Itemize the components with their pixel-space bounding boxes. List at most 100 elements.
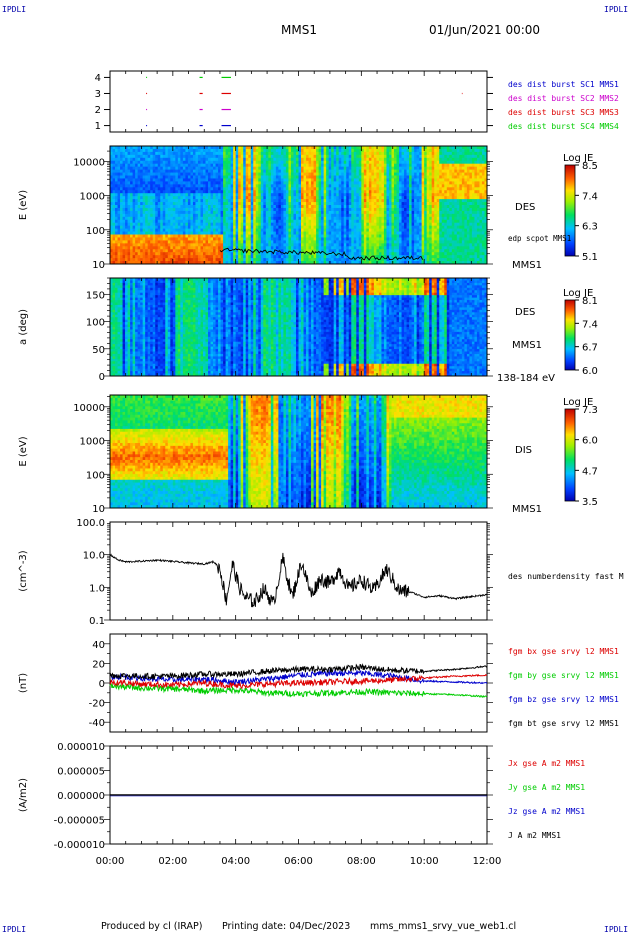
spectrogram-cell: [253, 228, 257, 232]
spectrogram-cell: [258, 163, 262, 168]
spectrogram-cell: [386, 225, 390, 229]
spectrogram-cell: [218, 219, 221, 224]
spectrogram-cell: [150, 234, 154, 238]
spectrogram-cell: [260, 184, 264, 188]
spectrogram-cell: [205, 184, 209, 188]
spectrogram-cell: [235, 178, 239, 182]
spectrogram-cell: [120, 219, 123, 224]
spectrogram-cell: [356, 154, 360, 159]
spectrogram-cell: [311, 146, 314, 150]
spectrogram-cell: [167, 207, 171, 212]
spectrogram-cell: [409, 225, 412, 229]
spectrogram-cell: [323, 154, 327, 159]
spectrogram-cell: [338, 258, 342, 262]
spectrogram-cell: [248, 172, 252, 176]
spectrogram-cell: [353, 231, 357, 235]
spectrogram-cell: [263, 172, 267, 176]
spectrogram-cell: [298, 231, 302, 235]
spectrogram-cell: [381, 146, 385, 150]
spectrogram-cell: [202, 193, 206, 197]
spectrogram-cell: [351, 225, 355, 229]
spectrogram-cell: [215, 228, 219, 232]
spectrogram-cell: [338, 237, 342, 241]
spectrogram-cell: [308, 190, 312, 194]
spectrogram-cell: [288, 178, 292, 182]
spectrogram-cell: [353, 157, 357, 162]
spectrogram-cell: [210, 219, 214, 224]
spectrogram-cell: [147, 196, 151, 200]
spectrogram-cell: [122, 234, 126, 238]
spectrogram-cell: [218, 160, 221, 165]
spectrogram-cell: [185, 210, 189, 215]
spectrogram-cell: [117, 190, 121, 194]
spectrogram-cell: [160, 166, 164, 170]
spectrogram-cell: [396, 231, 400, 235]
spectrogram-cell: [295, 196, 299, 200]
spectrogram-cell: [122, 243, 126, 247]
spectrogram-cell: [187, 213, 191, 218]
spectrogram-cell: [200, 205, 204, 209]
spectrogram-cell: [268, 240, 272, 244]
spectrogram-cell: [356, 249, 360, 253]
spectrogram-cell: [301, 187, 304, 191]
spectrogram-cell: [172, 178, 176, 182]
spectrogram-cell: [135, 240, 139, 244]
spectrogram-cell: [152, 210, 156, 215]
spectrogram-cell: [152, 252, 156, 256]
spectrogram-cell: [368, 163, 372, 168]
spectrogram-cell: [263, 169, 267, 173]
spectrogram-cell: [147, 228, 151, 232]
spectrogram-cell: [202, 216, 206, 221]
spectrogram-cell: [175, 237, 179, 241]
spectrogram-cell: [122, 190, 126, 194]
spectrogram-cell: [155, 205, 159, 209]
spectrogram-cell: [243, 148, 247, 153]
spectrogram-cell: [331, 199, 335, 203]
spectrogram-cell: [112, 148, 116, 153]
spectrogram-cell: [165, 255, 169, 259]
spectrogram-cell: [142, 205, 146, 209]
spectrogram-cell: [125, 213, 128, 218]
spectrogram-cell: [323, 231, 327, 235]
y-tick-label: 2: [95, 105, 101, 116]
spectrogram-cell: [290, 172, 294, 176]
spectrogram-cell: [155, 210, 159, 215]
spectrogram-cell: [165, 216, 169, 221]
spectrogram-cell: [255, 199, 259, 203]
spectrogram-cell: [371, 216, 375, 221]
spectrogram-cell: [235, 249, 239, 253]
spectrogram-cell: [399, 175, 402, 179]
spectrogram-cell: [295, 187, 299, 191]
spectrogram-cell: [308, 207, 312, 212]
spectrogram-cell: [147, 258, 151, 262]
spectrogram-cell: [170, 219, 174, 224]
spectrogram-cell: [255, 169, 259, 173]
spectrogram-cell: [175, 240, 179, 244]
spectrogram-cell: [343, 249, 347, 253]
spectrogram-cell: [399, 228, 402, 232]
spectrogram-cell: [180, 213, 184, 218]
spectrogram-cell: [210, 184, 214, 188]
spectrogram-cell: [318, 246, 322, 250]
spectrogram-cell: [192, 163, 196, 168]
spectrogram-cell: [270, 234, 274, 238]
spectrogram-cell: [293, 237, 297, 241]
spectrogram-cell: [358, 151, 362, 156]
spectrogram-cell: [278, 175, 282, 179]
spectrogram-cell: [301, 243, 304, 247]
spectrogram-cell: [125, 237, 128, 241]
spectrogram-cell: [341, 160, 345, 165]
spectrogram-cell: [145, 146, 149, 150]
spectrogram-cell: [285, 222, 289, 227]
spectrogram-cell: [396, 193, 400, 197]
spectrogram-cell: [346, 169, 350, 173]
spectrogram-cell: [205, 258, 209, 262]
spectrogram-cell: [155, 228, 159, 232]
spectrogram-cell: [336, 199, 340, 203]
spectrogram-cell: [230, 219, 234, 224]
spectrogram-cell: [135, 193, 139, 197]
spectrogram-cell: [233, 160, 237, 165]
spectrogram-cell: [321, 163, 325, 168]
spectrogram-cell: [248, 163, 252, 168]
spectrogram-cell: [326, 151, 330, 156]
